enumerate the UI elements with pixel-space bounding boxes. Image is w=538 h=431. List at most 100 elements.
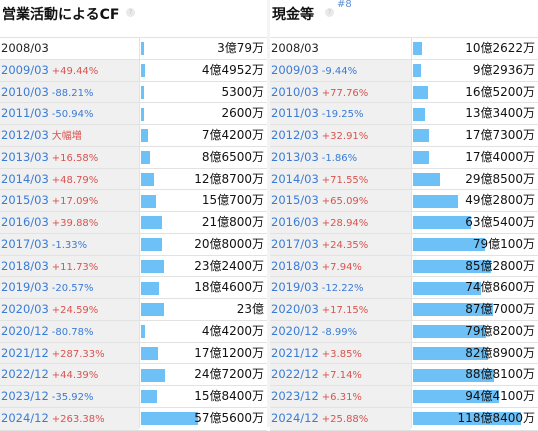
value-text: 24億7200万: [194, 367, 264, 382]
value-text: 23億2400万: [194, 258, 264, 273]
table-row: 2016/03 +39.88% 21億800万: [0, 211, 267, 234]
table-row: 2009/03 +49.44% 4億4952万: [0, 58, 267, 82]
period-link[interactable]: 2018/03: [271, 258, 319, 273]
table-row: 2020/12 -8.99% 79億8200万: [270, 319, 538, 343]
value-bar: [413, 85, 428, 99]
value-bar: [141, 368, 166, 382]
value-bar: [141, 390, 157, 404]
change-rate: -50.94%: [51, 109, 94, 121]
period-cell: 2022/12 +44.39%: [0, 364, 139, 386]
value-cell: 24億7200万: [140, 364, 267, 386]
period-link[interactable]: 2020/03: [271, 302, 319, 316]
value-text: 29億8500万: [465, 171, 535, 186]
value-bar: [413, 259, 491, 273]
table-row: 2015/03 +65.09% 49億2800万: [270, 189, 538, 212]
period-cell: 2009/03 +49.44%: [0, 59, 139, 82]
period-link[interactable]: 2015/03: [1, 193, 49, 208]
period-link[interactable]: 2021/12: [271, 345, 319, 360]
period-link[interactable]: 2009/03: [1, 62, 49, 77]
change-rate: +287.33%: [51, 348, 105, 360]
period-link[interactable]: 2009/03: [271, 62, 319, 77]
period-link[interactable]: 2012/03: [1, 128, 49, 142]
period-link[interactable]: 2012/03: [271, 128, 319, 142]
period-link[interactable]: 2014/03: [271, 171, 319, 186]
value-cell: 2600万: [140, 103, 267, 125]
period-link[interactable]: 2010/03: [271, 84, 319, 99]
period-link[interactable]: 2019/03: [271, 280, 319, 295]
table-row: 2022/12 +7.14% 88億8100万: [270, 363, 538, 386]
change-rate: -1.33%: [51, 239, 88, 251]
help-icon[interactable]: ?: [126, 8, 135, 17]
period-cell: 2018/03 +11.73%: [0, 255, 139, 278]
value-text: 15億8400万: [194, 389, 264, 403]
period-link[interactable]: 2018/03: [1, 258, 49, 273]
table-row: 2023/12 +6.31% 94億4100万: [270, 385, 538, 408]
period-link[interactable]: 2017/03: [271, 236, 319, 251]
change-rate: +17.15%: [321, 305, 369, 316]
period-cell: 2016/03 +28.94%: [270, 212, 411, 234]
value-text: 79億100万: [472, 236, 535, 251]
period-link[interactable]: 2013/03: [1, 149, 49, 164]
period-cell: 2017/03 -1.33%: [0, 233, 139, 256]
help-icon[interactable]: ?: [325, 8, 334, 17]
table-row: 2020/12 -80.78% 4億4200万: [0, 319, 267, 343]
value-text: 4億4200万: [201, 323, 264, 338]
table-row: 2009/03 -9.44% 9億2936万: [270, 58, 538, 82]
period-link[interactable]: 2016/03: [271, 215, 319, 229]
table-row: 2017/03 -1.33% 20億8000万: [0, 232, 267, 256]
period-link[interactable]: 2021/12: [1, 345, 49, 360]
table-row: 2019/03 -20.57% 18億4600万: [0, 276, 267, 299]
value-cell: 74億8600万: [412, 277, 538, 299]
value-bar: [141, 412, 198, 426]
period-link[interactable]: 2020/03: [1, 302, 49, 316]
period-link[interactable]: 2024/12: [271, 410, 319, 425]
period-link[interactable]: 2019/03: [1, 280, 49, 295]
value-text: 18億4600万: [194, 280, 264, 295]
period-link[interactable]: 2023/12: [271, 389, 319, 403]
panel-gap: [267, 0, 270, 427]
period-link[interactable]: 2011/03: [271, 106, 319, 121]
period-link[interactable]: 2023/12: [1, 389, 49, 403]
footnote-ref-link[interactable]: #8: [337, 0, 352, 10]
value-bar: [413, 194, 458, 208]
value-cell: 57億5600万: [140, 407, 267, 430]
change-rate: +6.31%: [321, 392, 362, 403]
value-bar: [413, 129, 430, 143]
value-text: 17億1200万: [194, 345, 264, 360]
value-bar: [413, 346, 489, 360]
period-link[interactable]: 2015/03: [271, 193, 319, 208]
period-link[interactable]: 2016/03: [1, 215, 49, 229]
period-link[interactable]: 2020/12: [271, 323, 319, 338]
table-row: 2014/03 +48.79% 12億8700万: [0, 167, 267, 191]
operating-cf-header: 営業活動によるCF ?: [0, 0, 267, 36]
period-link[interactable]: 2022/12: [271, 367, 319, 382]
period-link[interactable]: 2013/03: [271, 149, 319, 164]
table-row: 2016/03 +28.94% 63億5400万: [270, 211, 538, 234]
table-row: 2018/03 +11.73% 23億2400万: [0, 254, 267, 278]
value-cell: 118億8400万: [412, 407, 538, 430]
value-bar: [141, 303, 164, 317]
value-bar: [413, 238, 485, 252]
period-link[interactable]: 2024/12: [1, 410, 49, 425]
value-text: 82億8900万: [465, 345, 535, 360]
value-cell: 94億4100万: [412, 386, 538, 408]
period-cell: 2019/03 -12.22%: [270, 277, 411, 299]
period-cell: 2023/12 +6.31%: [270, 386, 411, 408]
period-link[interactable]: 2020/12: [1, 323, 49, 338]
value-cell: 16億5200万: [412, 81, 538, 104]
period-link[interactable]: 2011/03: [1, 106, 49, 121]
value-bar: [413, 325, 486, 339]
period-link[interactable]: 2010/03: [1, 84, 49, 99]
value-bar: [141, 64, 146, 78]
value-text: 79億8200万: [465, 323, 535, 338]
period-cell: 2010/03 -88.21%: [0, 81, 139, 104]
period-link[interactable]: 2022/12: [1, 367, 49, 382]
value-text: 3億79万: [217, 41, 264, 55]
period-cell: 2011/03 -50.94%: [0, 103, 139, 125]
value-text: 23億: [236, 302, 264, 316]
period-cell: 2024/12 +263.38%: [0, 407, 139, 430]
period-link[interactable]: 2014/03: [1, 171, 49, 186]
period-link[interactable]: 2017/03: [1, 236, 49, 251]
value-bar: [141, 172, 154, 186]
value-cell: 4億4952万: [140, 59, 267, 82]
